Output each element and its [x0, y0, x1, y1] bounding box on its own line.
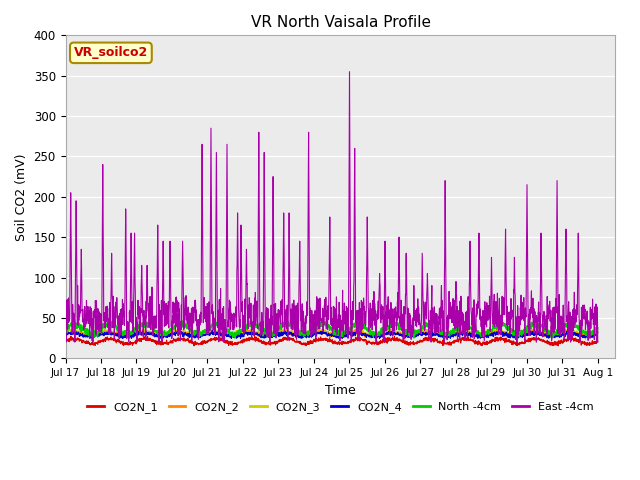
- X-axis label: Time: Time: [325, 384, 356, 396]
- Title: VR North Vaisala Profile: VR North Vaisala Profile: [250, 15, 431, 30]
- Text: VR_soilco2: VR_soilco2: [74, 47, 148, 60]
- Legend: CO2N_1, CO2N_2, CO2N_3, CO2N_4, North -4cm, East -4cm: CO2N_1, CO2N_2, CO2N_3, CO2N_4, North -4…: [83, 397, 598, 417]
- Y-axis label: Soil CO2 (mV): Soil CO2 (mV): [15, 153, 28, 240]
